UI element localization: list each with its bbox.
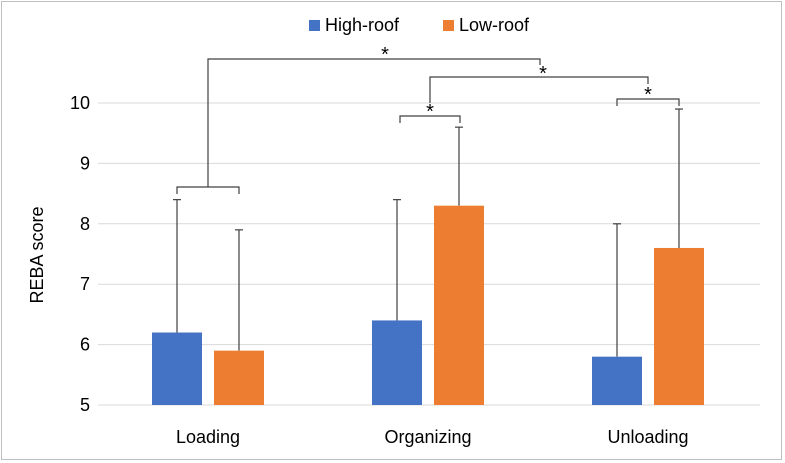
legend-swatch xyxy=(309,20,320,31)
x-category-label: Loading xyxy=(176,427,240,447)
significance-star: * xyxy=(381,44,389,66)
bracket-line xyxy=(176,186,240,194)
legend-label: High-roof xyxy=(325,15,400,35)
y-tick-label: 10 xyxy=(70,93,90,113)
y-tick-labels: 5 6 7 8 9 10 xyxy=(70,93,90,415)
bracket-line xyxy=(399,115,461,123)
significance-star: * xyxy=(644,84,652,106)
bar-low-roof-organizing xyxy=(434,205,484,405)
significance-star: * xyxy=(539,63,547,85)
bar-high-roof-organizing xyxy=(372,320,422,405)
y-tick-label: 8 xyxy=(80,214,90,234)
bars xyxy=(152,205,704,405)
legend-swatch xyxy=(443,20,454,31)
bar-high-roof-unloading xyxy=(592,356,642,405)
bar-low-roof-unloading xyxy=(654,247,704,405)
significance-star: * xyxy=(426,101,434,123)
y-tick-label: 5 xyxy=(80,395,90,415)
x-category-label: Unloading xyxy=(607,427,688,447)
bar-high-roof-loading xyxy=(152,332,202,405)
x-category-labels: Loading Organizing Unloading xyxy=(176,427,689,447)
significance-brackets: * * * * xyxy=(176,44,680,194)
bar-low-roof-loading xyxy=(214,350,264,405)
x-category-label: Organizing xyxy=(384,427,471,447)
bracket-line xyxy=(616,98,680,106)
y-tick-label: 9 xyxy=(80,153,90,173)
legend-label: Low-roof xyxy=(459,15,530,35)
y-axis-label: REBA score xyxy=(27,206,47,303)
bracket-line xyxy=(429,76,649,103)
y-tick-label: 6 xyxy=(80,335,90,355)
legend: High-roof Low-roof xyxy=(309,15,530,35)
bracket-line xyxy=(207,58,541,187)
y-tick-label: 7 xyxy=(80,274,90,294)
error-bars xyxy=(173,108,683,357)
